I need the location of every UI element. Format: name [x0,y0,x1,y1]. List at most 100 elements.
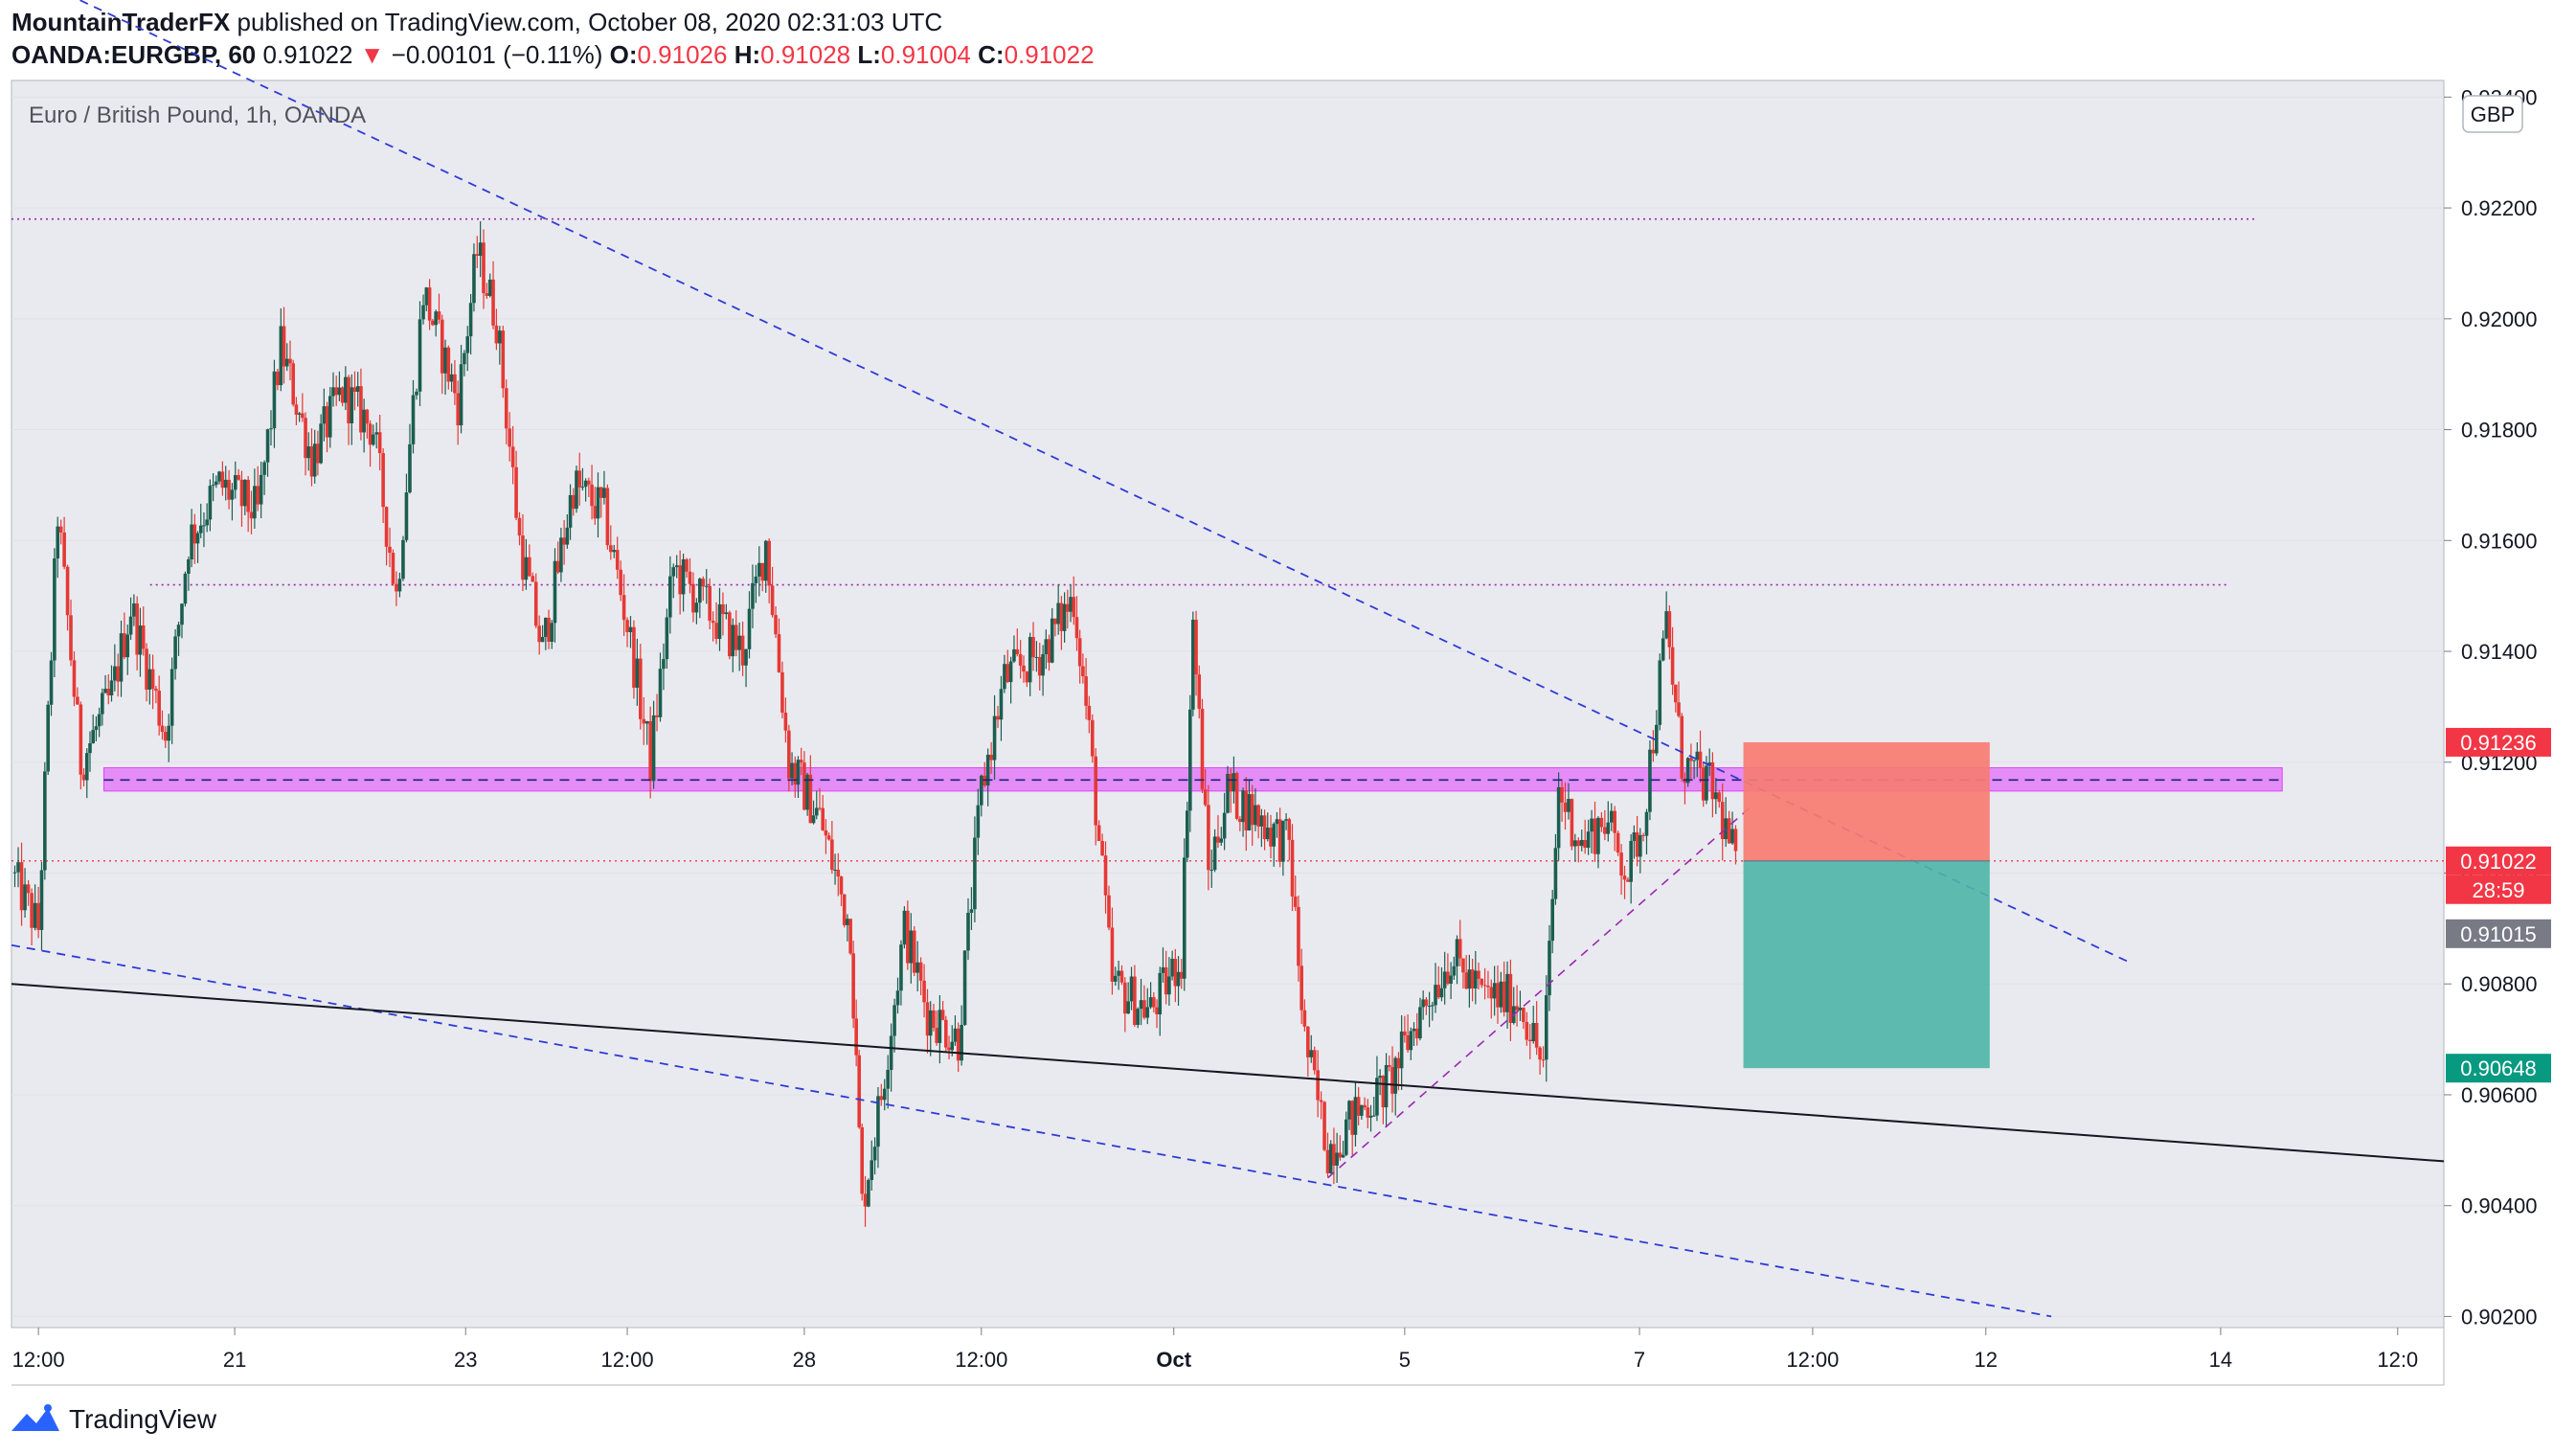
candle-body[interactable] [1084,676,1088,706]
candle-body[interactable] [215,481,218,486]
candle-body[interactable] [1412,1028,1416,1032]
candle-body[interactable] [1107,895,1111,928]
candle-body[interactable] [708,585,712,622]
candle-body[interactable] [1707,762,1711,766]
candle-body[interactable] [1563,802,1568,812]
candle-body[interactable] [1353,1097,1358,1135]
candle-body[interactable] [84,753,89,781]
candle-body[interactable] [780,671,784,714]
candle-body[interactable] [763,540,768,581]
candle-body[interactable] [347,376,350,423]
candle-body[interactable] [128,616,133,635]
candle-body[interactable] [1322,1102,1326,1150]
candle-body[interactable] [863,1193,868,1207]
candle-body[interactable] [371,434,375,445]
candle-body[interactable] [1685,758,1690,784]
candle-body[interactable] [1710,762,1715,800]
candle-body[interactable] [1148,997,1153,1008]
candle-body[interactable] [1219,838,1224,843]
candle-body[interactable] [1464,972,1468,989]
candle-body[interactable] [1053,618,1057,625]
candle-body[interactable] [1635,832,1639,857]
candle-body[interactable] [36,902,40,930]
candle-body[interactable] [1119,970,1124,983]
candle-body[interactable] [1003,664,1006,690]
candle-body[interactable] [1406,1034,1410,1051]
candle-body[interactable] [1674,684,1678,703]
candle-body[interactable] [1350,1101,1355,1135]
candle-body[interactable] [1396,1057,1401,1069]
candle-body[interactable] [1262,815,1267,840]
candle-body[interactable] [1363,1104,1367,1108]
candle-body[interactable] [818,807,822,809]
candle-body[interactable] [698,579,702,603]
candle-body[interactable] [62,532,66,567]
candle-body[interactable] [1216,836,1220,843]
candle-body[interactable] [1319,1100,1323,1102]
candle-body[interactable] [56,526,60,559]
candle-body[interactable] [1269,828,1273,847]
candle-body[interactable] [1059,602,1064,631]
candle-body[interactable] [359,386,363,433]
candle-body[interactable] [751,582,755,609]
candle-body[interactable] [615,550,620,570]
candle-body[interactable] [163,732,168,741]
candles[interactable] [12,220,1738,1227]
candle-body[interactable] [1457,939,1462,959]
candle-body[interactable] [1515,1006,1519,1011]
candle-body[interactable] [870,1160,874,1180]
candle-body[interactable] [547,617,551,643]
candle-body[interactable] [211,485,215,487]
candle-body[interactable] [1100,840,1104,856]
candle-body[interactable] [790,762,794,779]
candle-body[interactable] [979,775,983,806]
candle-body[interactable] [306,445,311,459]
candle-body[interactable] [1008,661,1013,683]
candle-body[interactable] [1477,970,1480,979]
candle-body[interactable] [309,445,314,477]
candle-body[interactable] [192,524,197,544]
candle-body[interactable] [1667,611,1672,647]
candle-body[interactable] [1664,611,1668,639]
candle-body[interactable] [284,358,289,367]
candle-body[interactable] [279,326,283,386]
candle-body[interactable] [301,413,305,419]
candle-body[interactable] [938,1010,942,1043]
candle-body[interactable] [395,583,398,592]
candle-body[interactable] [973,837,977,910]
candle-body[interactable] [619,569,622,596]
candle-body[interactable] [1344,1119,1348,1155]
candle-body[interactable] [1390,1066,1394,1094]
candle-body[interactable] [1560,786,1564,803]
candle-body[interactable] [355,386,360,393]
candle-body[interactable] [81,774,86,781]
candle-body[interactable] [205,519,209,526]
candle-body[interactable] [1015,648,1020,655]
candle-body[interactable] [1290,839,1295,897]
candle-body[interactable] [76,696,79,705]
candle-body[interactable] [160,725,165,733]
take-profit-zone[interactable] [1743,860,1990,1069]
candle-body[interactable] [821,807,825,830]
candle-body[interactable] [757,562,761,577]
candle-body[interactable] [1197,674,1202,709]
candle-body[interactable] [811,815,816,824]
candle-body[interactable] [322,406,327,424]
candle-body[interactable] [475,254,480,257]
candle-body[interactable] [145,648,148,690]
candle-body[interactable] [1222,812,1227,839]
candle-body[interactable] [1207,805,1210,871]
candle-body[interactable] [848,919,852,954]
candle-body[interactable] [711,621,715,624]
candle-body[interactable] [1556,786,1561,849]
candle-body[interactable] [1553,848,1558,899]
candle-body[interactable] [1567,799,1570,812]
candle-body[interactable] [1499,981,1503,1008]
candle-body[interactable] [625,620,629,633]
candle-body[interactable] [1145,1007,1150,1018]
candle-body[interactable] [635,658,640,688]
candle-body[interactable] [1548,941,1551,996]
candle-body[interactable] [1041,653,1045,676]
candle-body[interactable] [1670,647,1675,685]
